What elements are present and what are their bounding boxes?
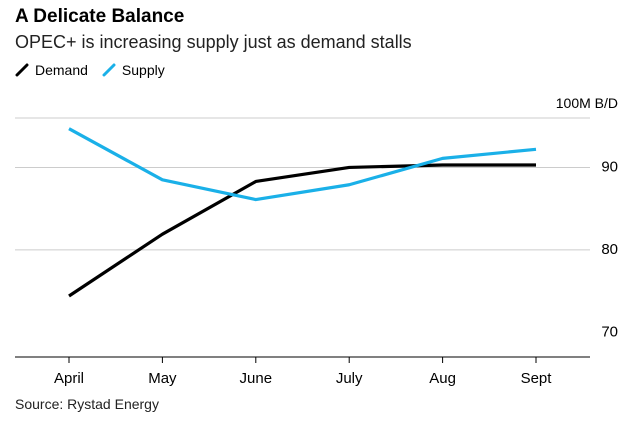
x-tick-label: May [148, 370, 177, 387]
y-tick-label: 80 [601, 241, 618, 258]
x-tick-label: Aug [429, 370, 456, 387]
gridlines [15, 117, 590, 251]
legend-swatch-demand [15, 63, 29, 77]
y-tick-label: 70 [601, 323, 618, 340]
legend-label-supply: Supply [121, 62, 165, 78]
chart-legend: Demand Supply [15, 62, 173, 78]
series-line-supply [68, 127, 537, 202]
x-tick-label: June [240, 370, 273, 387]
chart-title: A Delicate Balance [15, 6, 185, 27]
y-tick-labels: 70 80 90 [601, 158, 618, 340]
series-lines [68, 127, 537, 298]
x-tick-label: April [54, 370, 84, 387]
chart-subtitle: OPEC+ is increasing supply just as deman… [15, 32, 412, 52]
legend-swatch-supply [102, 63, 116, 77]
y-tick-label: 90 [601, 158, 618, 175]
legend-label-demand: Demand [35, 62, 88, 78]
legend-item-demand: Demand [15, 62, 88, 78]
series-line-demand [68, 163, 536, 298]
x-axis: April May June July Aug Sept [15, 356, 590, 387]
y-unit-label: 100M B/D [556, 95, 618, 111]
chart-source: Source: Rystad Energy [15, 396, 159, 412]
x-tick-label: July [336, 370, 363, 387]
legend-item-supply: Supply [102, 62, 165, 78]
x-tick-label: Sept [521, 370, 553, 387]
